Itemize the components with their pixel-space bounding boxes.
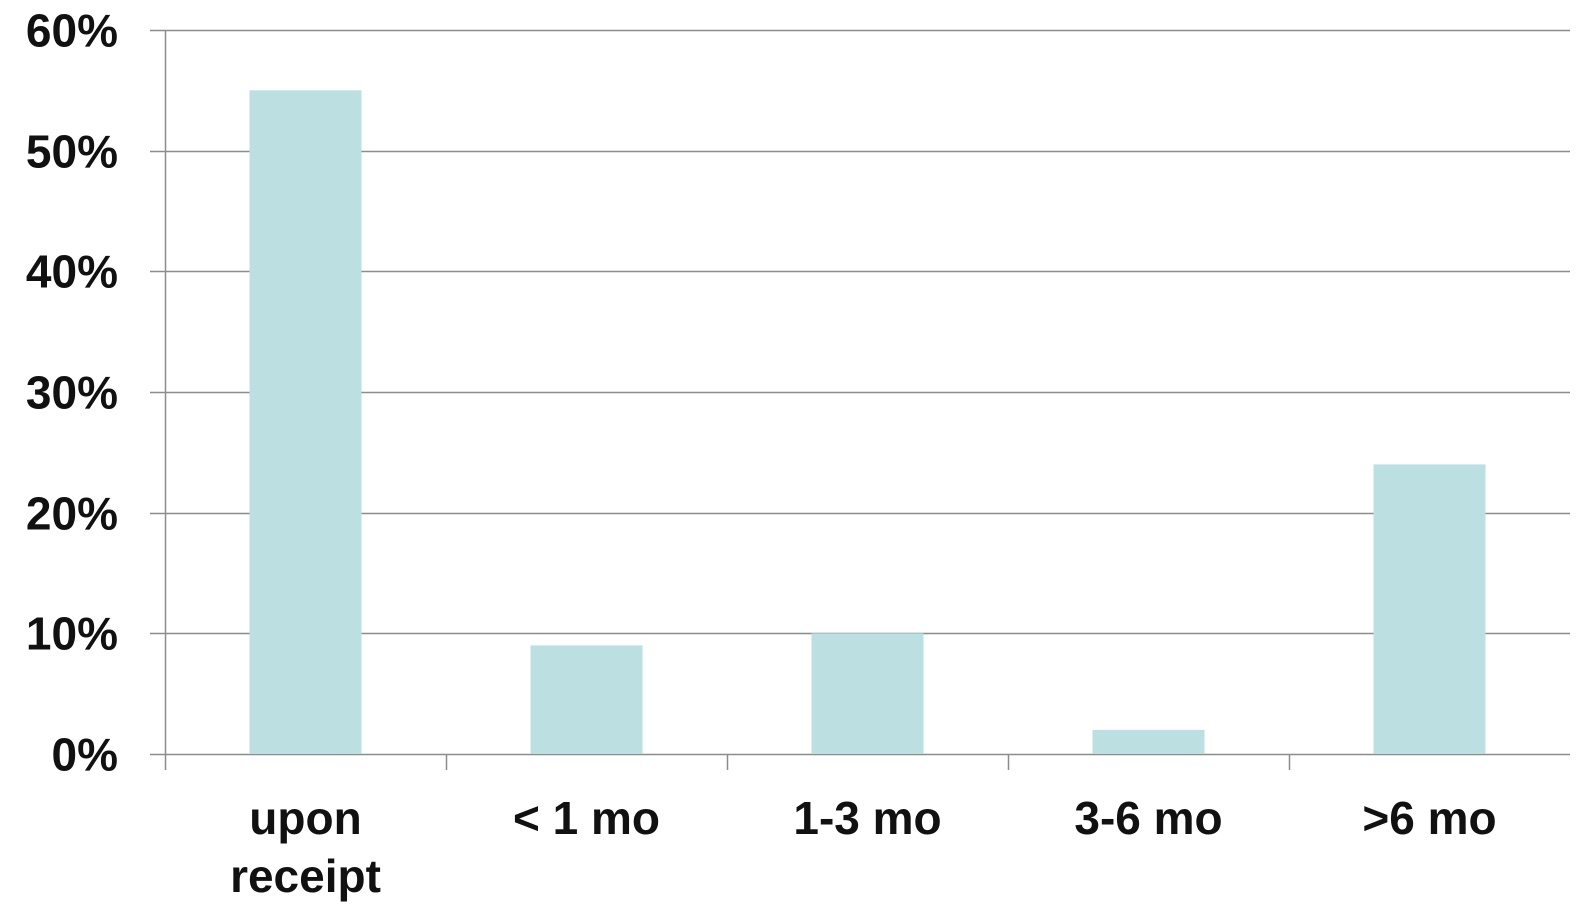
bar-2 xyxy=(811,633,924,754)
x-tick-label-line: 1-3 mo xyxy=(793,792,941,844)
y-tick-label: 60% xyxy=(26,5,118,57)
x-tick-label: upon receipt xyxy=(230,792,381,902)
y-tick-label: 10% xyxy=(26,608,118,660)
x-tick-label: >6 mo xyxy=(1362,792,1496,844)
x-tick-label: 1-3 mo xyxy=(793,792,941,844)
gridlines xyxy=(165,29,1570,756)
bar-1 xyxy=(530,645,643,754)
y-tick-label: 40% xyxy=(26,246,118,298)
x-tick-label: 3-6 mo xyxy=(1074,792,1222,844)
bar-0 xyxy=(249,90,362,755)
y-tick-label: 50% xyxy=(26,126,118,178)
x-tick-label-line: upon xyxy=(249,792,361,844)
x-tick-label-line: receipt xyxy=(230,850,381,902)
y-tick-label: 20% xyxy=(26,488,118,540)
bars xyxy=(249,90,1486,755)
x-tick-label-line: 3-6 mo xyxy=(1074,792,1222,844)
x-tick-label-line: >6 mo xyxy=(1362,792,1496,844)
y-tick-label: 30% xyxy=(26,367,118,419)
x-tick-label: < 1 mo xyxy=(513,792,660,844)
y-tick-label: 0% xyxy=(52,729,118,781)
labels: 0% 10% 20% 30% 40% 50% 60% upon receipt < 1 mo 1-3… xyxy=(26,5,1497,903)
x-tick-label-line: < 1 mo xyxy=(513,792,660,844)
axes xyxy=(150,29,1291,770)
bar-3 xyxy=(1092,729,1205,754)
bar-4 xyxy=(1373,464,1486,754)
